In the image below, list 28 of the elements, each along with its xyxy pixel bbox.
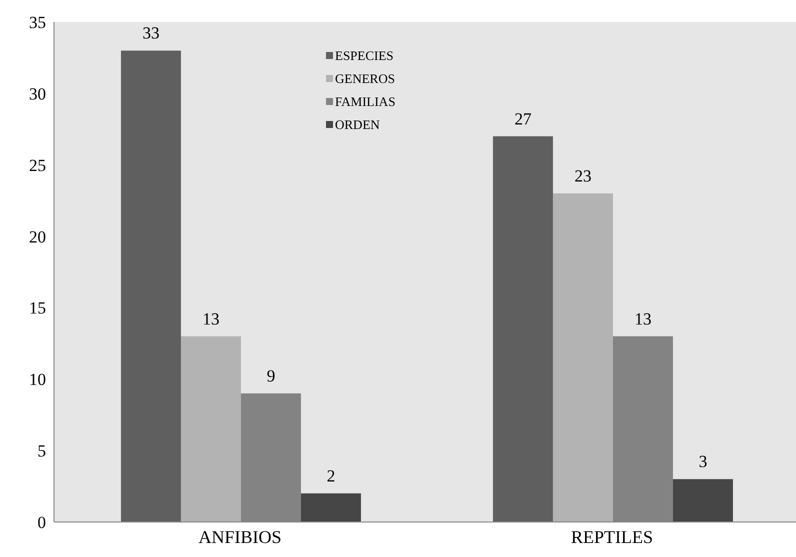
bar (300, 493, 361, 522)
legend-label: ESPECIES (335, 48, 394, 64)
x-tick-label: REPTILES (570, 526, 654, 547)
bar (492, 136, 553, 522)
data-label: 23 (574, 166, 592, 186)
y-tick-label: 35 (29, 13, 46, 32)
y-tick-label: 30 (29, 84, 46, 104)
legend-label: ORDEN (335, 116, 380, 132)
y-tick-label: 25 (29, 156, 46, 175)
y-tick-label: 10 (29, 370, 46, 390)
y-tick-label: 5 (38, 442, 46, 461)
data-label: 9 (266, 366, 276, 386)
x-tick-label: ANFIBIOS (198, 526, 282, 547)
legend-label: GENEROS (335, 70, 395, 86)
data-label: 13 (634, 309, 652, 328)
bar (120, 50, 181, 522)
data-label: 33 (142, 24, 160, 43)
bar (672, 479, 733, 522)
legend-label: FAMILIAS (335, 94, 396, 110)
y-tick-label: 0 (38, 513, 46, 532)
bar (180, 336, 241, 522)
bar (552, 193, 613, 522)
y-tick-label: 20 (29, 227, 46, 246)
y-tick-label: 15 (29, 298, 46, 318)
data-label: 27 (514, 109, 532, 128)
data-label: 13 (202, 309, 220, 328)
data-label: 2 (326, 466, 336, 486)
data-label: 3 (698, 452, 708, 472)
